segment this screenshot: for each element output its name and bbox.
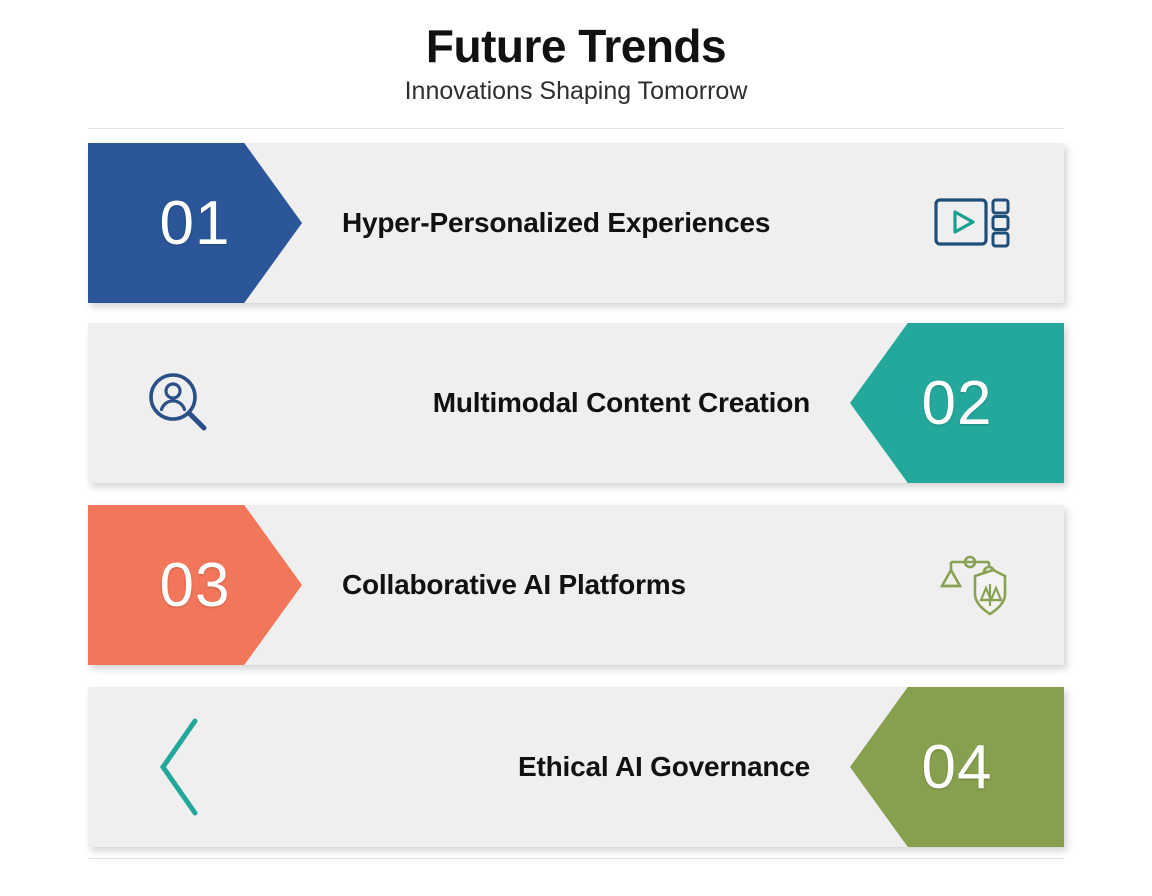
page-title: Future Trends	[425, 20, 727, 72]
number-label-02: 02	[921, 368, 993, 438]
trend-row-01[interactable]: 01 Hyper-Personalized Experiences	[88, 143, 1064, 303]
trend-label-03: Collaborative AI Platforms	[342, 569, 686, 600]
trend-label-02: Multimodal Content Creation	[432, 387, 810, 418]
divider-top	[88, 128, 1064, 129]
divider-bottom	[88, 858, 1064, 859]
trend-row-04[interactable]: 04 Ethical AI Governance	[88, 687, 1064, 847]
number-label-03: 03	[159, 550, 231, 620]
page-subtitle: Innovations Shaping Tomorrow	[404, 76, 748, 105]
trend-row-03[interactable]: 03 Collaborative AI Platforms	[88, 505, 1064, 665]
trend-label-01: Hyper-Personalized Experiences	[342, 207, 771, 238]
chevron-left-icon	[124, 687, 234, 847]
trend-label-04: Ethical AI Governance	[518, 751, 810, 782]
trend-row-02[interactable]: 02 Multimodal Content Creation	[88, 323, 1064, 483]
header: Future Trends Innovations Shaping Tomorr…	[0, 20, 1152, 105]
video-player-icon	[918, 143, 1028, 303]
user-search-icon	[124, 323, 234, 483]
number-chip-01: 01	[88, 143, 302, 303]
justice-shield-icon	[918, 505, 1028, 665]
number-chip-02: 02	[850, 323, 1064, 483]
number-chip-03: 03	[88, 505, 302, 665]
number-label-04: 04	[921, 732, 993, 802]
number-label-01: 01	[159, 188, 231, 258]
number-chip-04: 04	[850, 687, 1064, 847]
